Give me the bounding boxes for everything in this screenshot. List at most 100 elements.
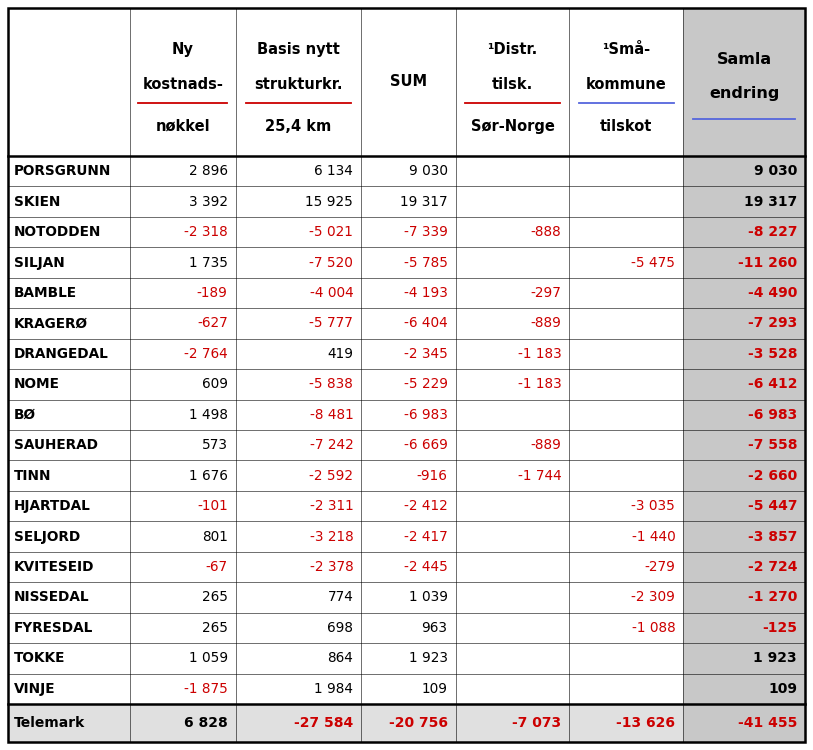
Text: -5 021: -5 021 [310, 225, 354, 239]
Bar [683, 339, 805, 369]
Bar [8, 308, 683, 339]
Text: -2 660: -2 660 [748, 469, 797, 483]
Text: Samla: Samla [716, 53, 772, 68]
Text: -889: -889 [531, 316, 562, 331]
Text: -1 744: -1 744 [518, 469, 562, 483]
Bar [683, 582, 805, 613]
Text: -7 558: -7 558 [747, 438, 797, 452]
Text: 6 828: 6 828 [184, 716, 228, 730]
Text: -2 309: -2 309 [632, 590, 676, 604]
Text: -297: -297 [531, 286, 562, 300]
Text: -8 481: -8 481 [310, 408, 354, 422]
Text: -889: -889 [531, 438, 562, 452]
Text: -2 345: -2 345 [404, 347, 448, 361]
Text: -4 004: -4 004 [310, 286, 354, 300]
Bar [683, 674, 805, 704]
Text: -627: -627 [197, 316, 228, 331]
Text: DRANGEDAL: DRANGEDAL [14, 347, 109, 361]
Text: 1 498: 1 498 [189, 408, 228, 422]
Text: kostnads-: kostnads- [142, 77, 223, 92]
Bar [683, 369, 805, 400]
Bar [683, 491, 805, 521]
Text: -67: -67 [206, 560, 228, 574]
Text: strukturkr.: strukturkr. [254, 77, 343, 92]
Bar [8, 217, 683, 248]
Text: -2 724: -2 724 [747, 560, 797, 574]
Text: -5 475: -5 475 [631, 256, 676, 269]
Text: -7 339: -7 339 [404, 225, 448, 239]
Text: -7 520: -7 520 [310, 256, 354, 269]
Text: -3 857: -3 857 [748, 530, 797, 544]
Text: 19 317: 19 317 [744, 195, 797, 208]
Text: 698: 698 [328, 621, 354, 635]
Text: -1 270: -1 270 [748, 590, 797, 604]
Text: -5 447: -5 447 [747, 499, 797, 513]
Text: SUM: SUM [390, 74, 427, 89]
Text: -888: -888 [531, 225, 562, 239]
Bar [683, 521, 805, 552]
Text: -4 490: -4 490 [748, 286, 797, 300]
Text: -27 584: -27 584 [294, 716, 354, 730]
Text: -4 193: -4 193 [404, 286, 448, 300]
Bar [8, 613, 683, 643]
Text: -5 777: -5 777 [310, 316, 354, 331]
Text: Telemark: Telemark [14, 716, 85, 730]
Text: -125: -125 [762, 621, 797, 635]
Bar [8, 400, 683, 430]
Text: -2 592: -2 592 [310, 469, 354, 483]
Bar [8, 521, 683, 552]
Bar [683, 308, 805, 339]
Bar [683, 552, 805, 582]
Text: -13 626: -13 626 [616, 716, 676, 730]
Text: NOME: NOME [14, 377, 60, 392]
Text: -2 378: -2 378 [310, 560, 354, 574]
Bar [8, 278, 683, 308]
Text: 265: 265 [202, 621, 228, 635]
Text: 1 735: 1 735 [189, 256, 228, 269]
Text: ¹Distr.: ¹Distr. [487, 42, 537, 57]
Text: 1 676: 1 676 [189, 469, 228, 483]
Text: -6 404: -6 404 [404, 316, 448, 331]
Bar [683, 613, 805, 643]
Bar [8, 339, 683, 369]
Text: 109: 109 [422, 682, 448, 696]
Text: -5 838: -5 838 [310, 377, 354, 392]
Text: -1 183: -1 183 [518, 347, 562, 361]
Text: -2 412: -2 412 [404, 499, 448, 513]
Text: -2 417: -2 417 [404, 530, 448, 544]
Text: -6 669: -6 669 [404, 438, 448, 452]
Text: tilskot: tilskot [600, 119, 653, 134]
Bar [683, 278, 805, 308]
Text: 9 030: 9 030 [409, 164, 448, 178]
Text: 2 896: 2 896 [189, 164, 228, 178]
Bar [683, 643, 805, 674]
Text: -8 227: -8 227 [747, 225, 797, 239]
Text: 265: 265 [202, 590, 228, 604]
Text: -7 293: -7 293 [748, 316, 797, 331]
Text: Ny: Ny [172, 42, 193, 57]
Text: -11 260: -11 260 [738, 256, 797, 269]
Bar [683, 8, 805, 156]
Text: nøkkel: nøkkel [155, 119, 210, 134]
Text: -7 073: -7 073 [512, 716, 562, 730]
Text: tilsk.: tilsk. [492, 77, 533, 92]
Text: KVITESEID: KVITESEID [14, 560, 94, 574]
Text: -5 229: -5 229 [403, 377, 448, 392]
Bar [8, 643, 683, 674]
Text: VINJE: VINJE [14, 682, 55, 696]
Text: -3 528: -3 528 [747, 347, 797, 361]
Text: 3 392: 3 392 [189, 195, 228, 208]
Text: -1 875: -1 875 [184, 682, 228, 696]
Bar [8, 430, 683, 460]
Text: -2 445: -2 445 [404, 560, 448, 574]
Text: BAMBLE: BAMBLE [14, 286, 77, 300]
Bar [683, 430, 805, 460]
Text: SAUHERAD: SAUHERAD [14, 438, 98, 452]
Text: -6 983: -6 983 [404, 408, 448, 422]
Bar [683, 248, 805, 278]
Bar [683, 460, 805, 491]
Text: 109: 109 [768, 682, 797, 696]
Text: NOTODDEN: NOTODDEN [14, 225, 102, 239]
Text: -20 756: -20 756 [389, 716, 448, 730]
Text: endring: endring [709, 86, 780, 101]
